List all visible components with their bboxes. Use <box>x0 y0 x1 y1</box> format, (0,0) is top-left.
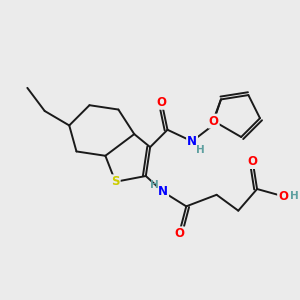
Text: N: N <box>158 185 168 198</box>
Text: O: O <box>157 96 167 109</box>
Text: O: O <box>209 115 219 128</box>
Text: H: H <box>150 180 159 190</box>
Text: O: O <box>174 227 184 240</box>
Text: S: S <box>111 175 120 188</box>
Text: H: H <box>196 145 205 155</box>
Text: O: O <box>248 155 258 168</box>
Text: H: H <box>290 191 298 201</box>
Text: N: N <box>187 135 197 148</box>
Text: O: O <box>278 190 288 203</box>
